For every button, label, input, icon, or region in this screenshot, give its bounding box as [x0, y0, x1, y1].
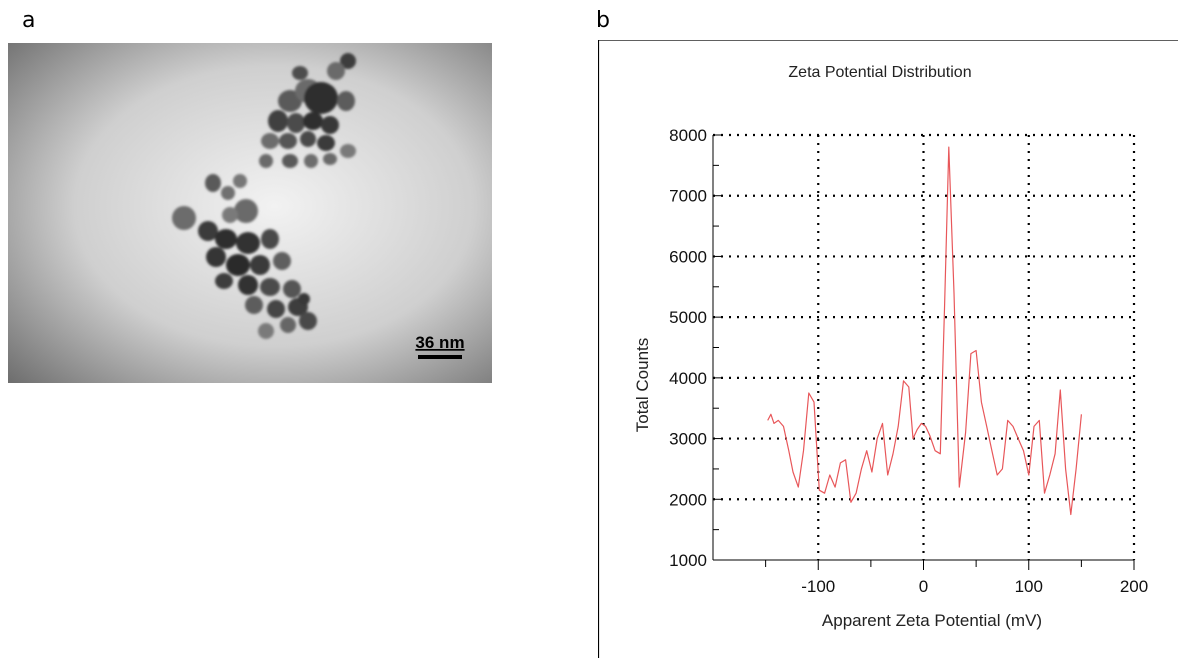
y-tick-label-5000: 5000 [669, 308, 707, 327]
x-tick-label--100: -100 [801, 577, 835, 596]
x-tick-label-100: 100 [1015, 577, 1043, 596]
y-tick-label-4000: 4000 [669, 369, 707, 388]
y-tick-label-7000: 7000 [669, 187, 707, 206]
series [767, 146, 1082, 516]
panel-a-label: a [22, 8, 36, 33]
x-axis-label: Apparent Zeta Potential (mV) [822, 611, 1042, 630]
x-tick-label-200: 200 [1120, 577, 1148, 596]
tem-micrograph: 36 nm [8, 43, 492, 383]
y-tick-label-8000: 8000 [669, 126, 707, 145]
chart-title: Zeta Potential Distribution [788, 64, 971, 81]
tem-image: 36 nm [8, 43, 492, 383]
nanoparticle-cluster-upper [259, 53, 356, 168]
x-tick-label-0: 0 [919, 577, 928, 596]
nanoparticle-cluster-lower [172, 174, 317, 339]
scale-bar [418, 355, 462, 359]
panel-b-label: b [596, 8, 610, 33]
y-tick-label-6000: 6000 [669, 247, 707, 266]
y-axis-label: Total Counts [633, 338, 652, 433]
grid [713, 133, 1136, 560]
scale-bar-label: 36 nm [415, 333, 464, 352]
axes [712, 134, 1135, 570]
y-tick-label-3000: 3000 [669, 430, 707, 449]
y-tick-label-2000: 2000 [669, 490, 707, 509]
zeta-chart-panel: Zeta Potential Distribution 1000 2000 3000… [597, 39, 1178, 658]
tick-labels: 1000 2000 3000 4000 5000 6000 7000 8000 -100 0 100… [669, 126, 1148, 596]
y-tick-label-1000: 1000 [669, 551, 707, 570]
zeta-chart: Zeta Potential Distribution 100020003000… [597, 39, 1178, 658]
series-line-0 [767, 146, 1082, 516]
